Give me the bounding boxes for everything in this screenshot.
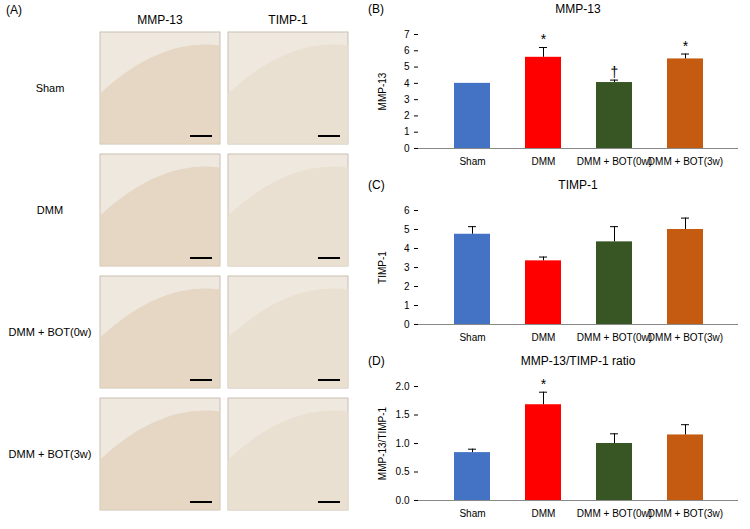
- html-text:TIMP-1: TIMP-1: [558, 178, 598, 192]
- svg-text:DMM: DMM: [532, 332, 556, 343]
- svg-text:*: *: [683, 38, 689, 54]
- svg-text:DMM + BOT(0w): DMM + BOT(0w): [577, 332, 652, 343]
- svg-text:2: 2: [404, 110, 410, 121]
- svg-text:Sham: Sham: [459, 508, 485, 519]
- svg-text:0: 0: [404, 143, 410, 154]
- svg-text:0: 0: [404, 319, 410, 330]
- html-text:(B): (B): [368, 2, 384, 16]
- svg-text:(A): (A): [6, 3, 22, 17]
- svg-text:3: 3: [404, 262, 410, 273]
- svg-text:Sham: Sham: [36, 82, 65, 94]
- svg-text:DMM + BOT(0w): DMM + BOT(0w): [9, 326, 92, 338]
- svg-text:DMM + BOT(3w): DMM + BOT(3w): [648, 332, 723, 343]
- svg-text:MMP-13: MMP-13: [137, 13, 183, 27]
- svg-text:DMM + BOT(0w): DMM + BOT(0w): [577, 156, 652, 167]
- svg-text:1.0: 1.0: [396, 438, 410, 449]
- svg-text:DMM + BOT(3w): DMM + BOT(3w): [648, 508, 723, 519]
- svg-text:4: 4: [404, 243, 410, 254]
- svg-text:TIMP-1: TIMP-1: [377, 251, 388, 284]
- svg-text:DMM: DMM: [37, 204, 63, 216]
- svg-text:DMM + BOT(3w): DMM + BOT(3w): [648, 156, 723, 167]
- html-text:MMP-13/TIMP-1 ratio: MMP-13/TIMP-1 ratio: [520, 354, 636, 368]
- svg-text:0.0: 0.0: [396, 495, 410, 506]
- svg-text:4: 4: [404, 78, 410, 89]
- svg-text:5: 5: [404, 61, 410, 72]
- svg-text:MMP-13: MMP-13: [377, 72, 388, 110]
- html-text:MMP-13: MMP-13: [555, 2, 601, 16]
- svg-text:5: 5: [404, 224, 410, 235]
- svg-text:*: *: [541, 376, 547, 392]
- svg-text:DMM: DMM: [532, 508, 556, 519]
- svg-text:3: 3: [404, 94, 410, 105]
- svg-text:1.5: 1.5: [396, 409, 410, 420]
- svg-text:1: 1: [404, 300, 410, 311]
- svg-text:6: 6: [404, 45, 410, 56]
- svg-text:DMM + BOT(3w): DMM + BOT(3w): [9, 448, 92, 460]
- svg-text:MMP-13/TIMP-1: MMP-13/TIMP-1: [377, 406, 388, 480]
- html-text:(C): (C): [368, 178, 385, 192]
- svg-text:Sham: Sham: [459, 156, 485, 167]
- svg-text:†: †: [611, 64, 619, 80]
- html-text:(D): (D): [368, 354, 385, 368]
- svg-text:DMM: DMM: [532, 156, 556, 167]
- svg-text:*: *: [541, 31, 547, 47]
- svg-text:TIMP-1: TIMP-1: [268, 13, 308, 27]
- svg-text:2: 2: [404, 281, 410, 292]
- svg-text:0.5: 0.5: [396, 466, 410, 477]
- svg-text:7: 7: [404, 29, 410, 40]
- svg-text:6: 6: [404, 205, 410, 216]
- svg-text:1: 1: [404, 126, 410, 137]
- svg-text:Sham: Sham: [459, 332, 485, 343]
- svg-text:2.0: 2.0: [396, 381, 410, 392]
- svg-text:DMM + BOT(0w): DMM + BOT(0w): [577, 508, 652, 519]
